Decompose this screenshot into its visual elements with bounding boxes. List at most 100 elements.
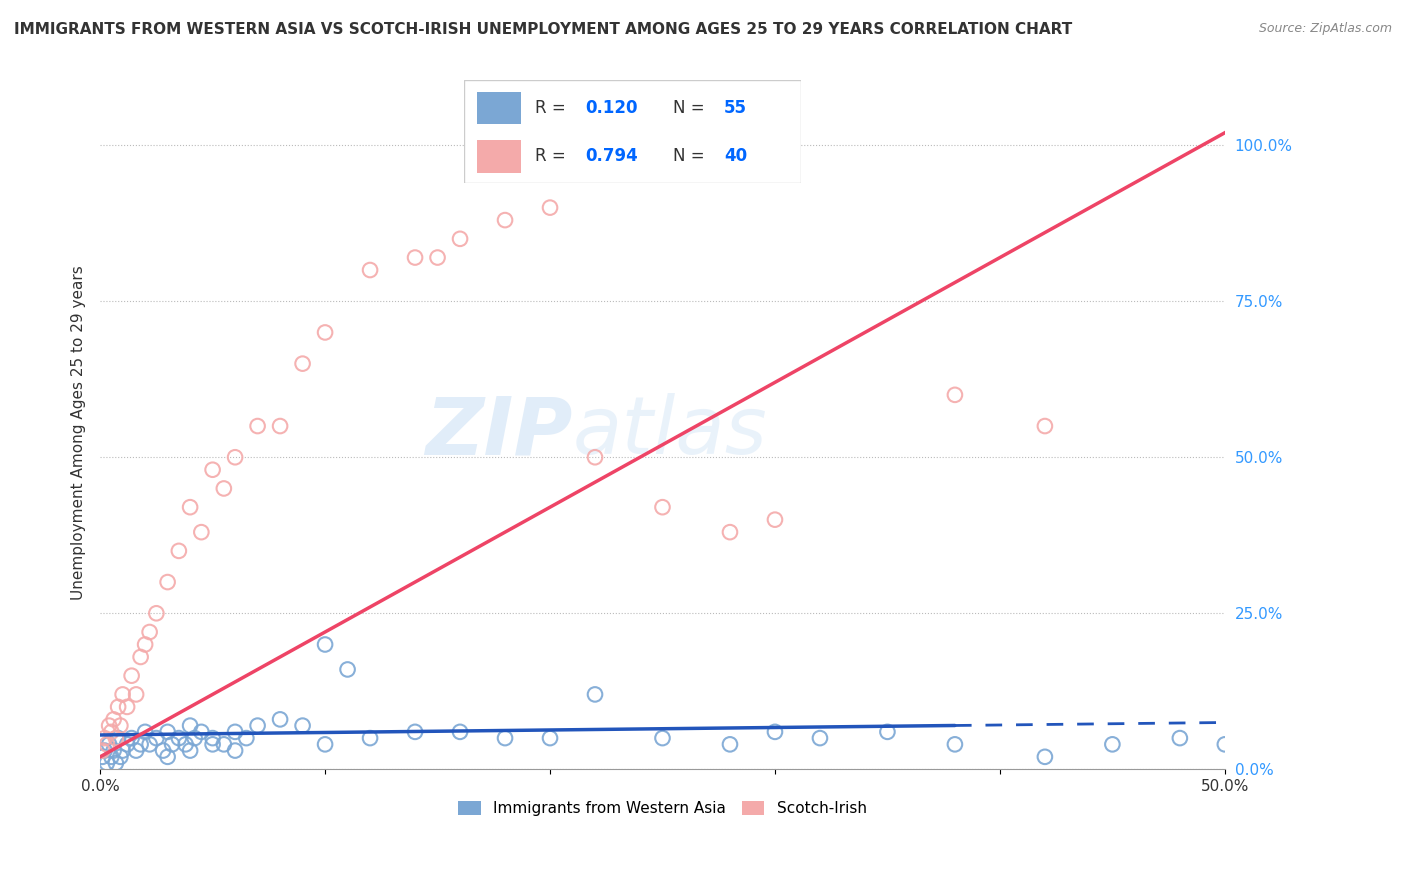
Point [98,718,121,732]
Point [583,450,606,465]
Text: N =: N = [673,147,710,165]
Point [156,575,179,590]
Point [336,663,359,677]
Point [104,756,127,770]
Point [93,743,115,757]
Point [129,650,152,665]
Point [134,638,156,652]
Text: IMMIGRANTS FROM WESTERN ASIA VS SCOTCH-IRISH UNEMPLOYMENT AMONG AGES 25 TO 29 YE: IMMIGRANTS FROM WESTERN ASIA VS SCOTCH-I… [14,22,1073,37]
Text: ZIP: ZIP [425,393,572,471]
Point [718,525,741,540]
Point [103,743,125,757]
Point [651,500,673,515]
Point [174,737,197,751]
Point [1033,749,1056,764]
Text: R =: R = [534,147,571,165]
Point [291,718,314,732]
Point [449,724,471,739]
Point [314,638,336,652]
Point [179,500,201,515]
Point [111,743,134,757]
Point [404,724,426,739]
Point [129,737,152,751]
Point [138,625,160,640]
Text: atlas: atlas [572,393,768,471]
Point [404,251,426,265]
Point [134,724,156,739]
Point [167,544,190,558]
Point [1168,731,1191,745]
Point [651,731,673,745]
Point [224,450,246,465]
Point [96,756,118,770]
Point [269,712,291,726]
Point [359,731,381,745]
Point [449,232,471,246]
Point [160,737,183,751]
Point [224,743,246,757]
Point [125,743,148,757]
Text: R =: R = [534,99,571,117]
Point [156,749,179,764]
Point [426,251,449,265]
Point [104,731,127,745]
Point [110,749,132,764]
Text: 0.794: 0.794 [585,147,638,165]
Point [121,668,143,682]
Point [1033,419,1056,434]
Point [190,525,212,540]
Point [718,737,741,751]
Point [179,743,201,757]
Point [138,737,160,751]
Point [103,712,125,726]
Point [763,513,786,527]
Point [107,699,129,714]
Point [269,419,291,434]
Point [91,743,114,757]
Point [876,724,898,739]
Point [115,737,138,751]
Point [145,731,167,745]
Text: Source: ZipAtlas.com: Source: ZipAtlas.com [1258,22,1392,36]
Point [100,724,122,739]
Point [224,724,246,739]
Point [115,699,138,714]
Point [145,607,167,621]
Text: 55: 55 [724,99,747,117]
Point [201,731,224,745]
Legend: Immigrants from Western Asia, Scotch-Irish: Immigrants from Western Asia, Scotch-Iri… [453,795,873,822]
Point [1213,737,1236,751]
Point [179,718,201,732]
Point [538,731,561,745]
Point [107,731,129,745]
Point [156,724,179,739]
Point [246,419,269,434]
Point [93,731,115,745]
Point [583,687,606,701]
Point [943,737,966,751]
Point [125,687,148,701]
Text: 40: 40 [724,147,747,165]
Point [1101,737,1123,751]
Point [190,724,212,739]
Point [212,737,235,751]
Point [98,737,121,751]
Text: N =: N = [673,99,710,117]
Point [96,737,118,751]
Point [246,718,269,732]
Point [111,687,134,701]
Point [110,718,132,732]
Point [235,731,257,745]
Point [152,743,174,757]
Text: 0.120: 0.120 [585,99,638,117]
Point [201,737,224,751]
Point [359,263,381,277]
Point [943,388,966,402]
Point [538,201,561,215]
Point [91,749,114,764]
Point [183,731,205,745]
Point [763,724,786,739]
Point [167,731,190,745]
Point [212,482,235,496]
Point [314,737,336,751]
